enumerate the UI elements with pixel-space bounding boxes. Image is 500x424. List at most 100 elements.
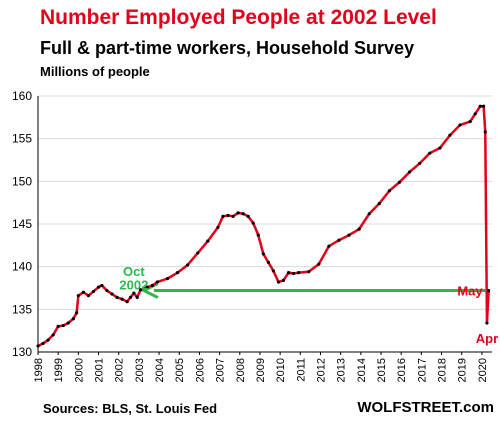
x-tick-label: 2011 bbox=[295, 358, 307, 382]
annotation-2002: 2002 bbox=[119, 278, 148, 293]
x-tick-label: 2013 bbox=[336, 358, 348, 382]
x-tick-label: 2012 bbox=[315, 358, 327, 382]
data-point bbox=[281, 278, 286, 282]
x-tick-label: 2015 bbox=[376, 358, 388, 382]
y-tick-label: 130 bbox=[12, 345, 32, 359]
data-point bbox=[438, 146, 442, 150]
data-point bbox=[36, 344, 40, 348]
data-point bbox=[317, 262, 321, 266]
data-point bbox=[297, 271, 301, 275]
data-point bbox=[387, 189, 392, 193]
data-point bbox=[418, 161, 422, 166]
data-point bbox=[96, 285, 101, 289]
data-point bbox=[246, 214, 250, 218]
x-tick-label: 2002 bbox=[114, 358, 126, 382]
data-point bbox=[51, 333, 55, 337]
x-tick-label: 2003 bbox=[134, 358, 146, 382]
data-point bbox=[71, 317, 75, 321]
data-point bbox=[483, 130, 487, 134]
y-tick-label: 160 bbox=[12, 89, 32, 103]
chart-title: Number Employed People at 2002 Level bbox=[40, 6, 437, 29]
data-point bbox=[357, 227, 361, 231]
data-point bbox=[448, 133, 452, 137]
x-tick-label: 2000 bbox=[73, 358, 85, 382]
data-point bbox=[75, 311, 79, 315]
x-tick-label: 2007 bbox=[215, 358, 227, 382]
data-point bbox=[150, 283, 154, 288]
employment-series bbox=[36, 104, 491, 348]
data-point bbox=[487, 288, 491, 293]
data-point bbox=[125, 300, 129, 304]
y-tick-label: 150 bbox=[12, 174, 32, 188]
oct-2002-level-arrow bbox=[140, 282, 486, 299]
data-point bbox=[110, 292, 114, 296]
x-tick-label: 2019 bbox=[457, 358, 469, 382]
y-axis: 130 135 140 145 150 155 160 bbox=[12, 89, 39, 359]
data-point bbox=[347, 233, 351, 237]
data-point bbox=[286, 271, 291, 275]
data-point bbox=[56, 324, 60, 328]
data-point bbox=[261, 252, 265, 256]
x-tick-label: 2008 bbox=[235, 358, 247, 382]
brand-watermark: WOLFSTREET.com bbox=[357, 399, 494, 416]
x-tick-label: 2001 bbox=[94, 358, 106, 382]
y-tick-label: 140 bbox=[12, 260, 32, 274]
data-point bbox=[86, 294, 91, 298]
data-point bbox=[138, 288, 143, 292]
y-tick-label: 135 bbox=[12, 302, 32, 316]
x-tick-label: 2018 bbox=[437, 358, 449, 382]
x-tick-label: 2016 bbox=[396, 358, 408, 382]
data-point bbox=[155, 280, 159, 284]
data-point bbox=[468, 120, 472, 124]
annotation-may: May bbox=[457, 284, 483, 299]
data-point bbox=[377, 201, 381, 206]
data-point bbox=[165, 277, 170, 281]
data-point bbox=[327, 244, 331, 248]
data-point bbox=[221, 214, 225, 218]
data-point bbox=[91, 289, 96, 294]
data-point bbox=[481, 104, 486, 108]
data-point bbox=[186, 263, 190, 267]
data-point bbox=[473, 112, 477, 116]
data-point bbox=[241, 212, 245, 216]
data-point bbox=[41, 341, 45, 346]
y-tick-label: 155 bbox=[12, 132, 32, 146]
data-point bbox=[271, 269, 276, 273]
data-point bbox=[236, 211, 240, 215]
units-label: Millions of people bbox=[40, 64, 150, 79]
x-tick-label: 2005 bbox=[174, 358, 186, 382]
data-point bbox=[478, 104, 482, 108]
data-point bbox=[266, 260, 270, 264]
data-point bbox=[81, 290, 85, 294]
data-point bbox=[337, 238, 341, 242]
data-point bbox=[216, 225, 220, 230]
data-point bbox=[458, 123, 462, 127]
data-point bbox=[132, 291, 136, 295]
x-tick-label: 1998 bbox=[33, 358, 45, 382]
x-tick-label: 2006 bbox=[194, 358, 206, 382]
data-point bbox=[105, 288, 109, 293]
data-point bbox=[115, 295, 119, 299]
annotation-oct: Oct bbox=[123, 264, 145, 279]
data-point bbox=[145, 285, 149, 289]
data-point bbox=[100, 283, 104, 288]
data-point bbox=[276, 280, 281, 284]
data-point bbox=[46, 338, 50, 342]
data-point bbox=[128, 295, 133, 299]
data-point bbox=[307, 270, 311, 274]
x-tick-label: 2014 bbox=[356, 358, 368, 382]
x-tick-label: 2020 bbox=[477, 358, 489, 382]
x-tick-label: 2010 bbox=[275, 358, 287, 382]
data-point bbox=[196, 251, 200, 255]
data-point bbox=[206, 239, 210, 243]
data-point bbox=[428, 151, 432, 155]
series-line bbox=[37, 104, 490, 348]
data-point bbox=[231, 214, 235, 218]
data-point bbox=[251, 221, 255, 225]
chart-subtitle: Full & part-time workers, Household Surv… bbox=[40, 38, 415, 58]
data-point bbox=[367, 212, 371, 216]
x-tick-label: 1999 bbox=[53, 358, 65, 382]
annotation-apr: Apr bbox=[476, 331, 498, 346]
